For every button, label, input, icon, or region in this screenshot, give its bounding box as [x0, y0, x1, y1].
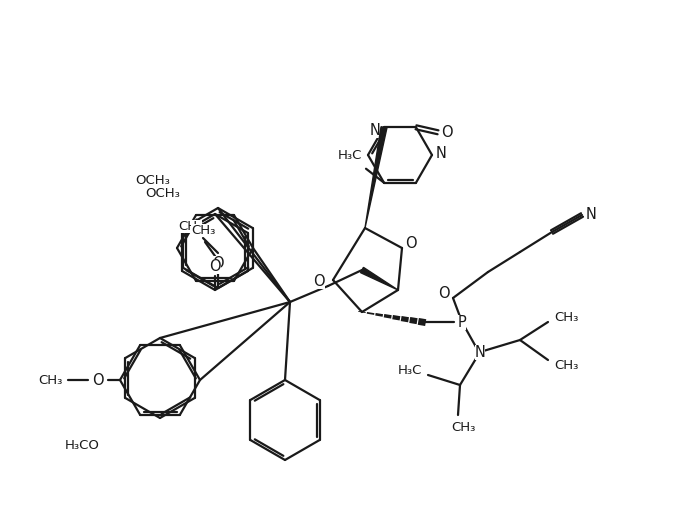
Text: N: N [475, 345, 485, 359]
Text: O: O [441, 125, 453, 140]
Text: P: P [458, 315, 466, 330]
Text: CH₃: CH₃ [451, 421, 475, 434]
Text: H₃CO: H₃CO [65, 438, 100, 451]
Text: O: O [209, 258, 221, 274]
Text: O: O [405, 236, 417, 251]
Text: O: O [212, 255, 224, 270]
Text: CH₃: CH₃ [38, 373, 62, 386]
Text: O: O [438, 285, 450, 301]
Polygon shape [365, 127, 387, 228]
Text: OCH₃: OCH₃ [136, 174, 171, 187]
Text: N: N [370, 123, 381, 138]
Text: OCH₃: OCH₃ [145, 187, 180, 200]
Text: N: N [585, 206, 596, 222]
Text: CH₃: CH₃ [554, 310, 578, 323]
Text: CH₃: CH₃ [191, 224, 215, 237]
Text: CH₃: CH₃ [554, 358, 578, 371]
Text: H₃C: H₃C [398, 363, 422, 376]
Text: O: O [92, 372, 104, 387]
Text: H₃C: H₃C [338, 149, 362, 162]
Text: O: O [313, 274, 325, 289]
Text: N: N [436, 146, 446, 161]
Polygon shape [361, 267, 398, 290]
Text: CH₃: CH₃ [177, 219, 202, 232]
